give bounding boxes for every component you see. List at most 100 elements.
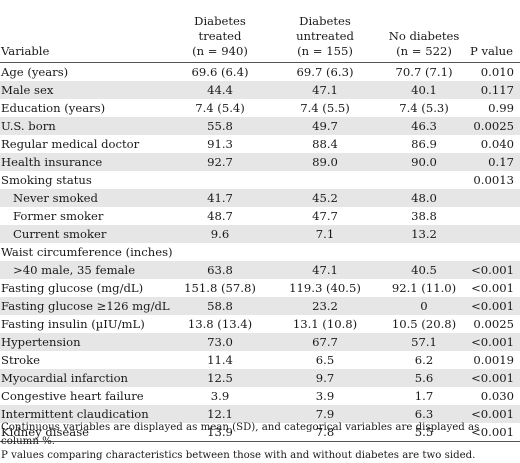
cell-diabetes-treated: 7.4 (5.4) — [195, 101, 245, 115]
table-row: Never smoked 41.7 45.2 48.0 — [0, 189, 520, 207]
header-diabetes-untreated-name: Diabetes untreated — [296, 14, 354, 43]
cell-diabetes-untreated: 47.1 — [270, 81, 380, 99]
cell-no-diabetes: 46.3 — [380, 117, 468, 135]
row-label: Hypertension — [0, 333, 170, 351]
header-diabetes-treated-name: Diabetes treated — [194, 14, 246, 43]
cell-diabetes-treated: 69.6 (6.4) — [191, 65, 249, 79]
cell-diabetes-treated: 12.5 — [170, 369, 270, 387]
cell-p-value: 0.010 — [480, 65, 514, 79]
cell-diabetes-treated: 55.8 — [170, 117, 270, 135]
cell-diabetes-treated: 92.7 — [170, 153, 270, 171]
cell-diabetes-treated: 63.8 — [170, 261, 270, 279]
cell-diabetes-treated: 13.9 — [170, 423, 270, 442]
header-diabetes-untreated: Diabetes untreated (n = 155) — [270, 14, 380, 63]
cell-p-value: 0.17 — [468, 153, 520, 171]
row-label: Congestive heart failure — [1, 389, 144, 403]
cell-p-value: 0.117 — [468, 81, 520, 99]
cell-diabetes-treated: 9.6 — [170, 225, 270, 243]
cell-p-value: <0.001 — [468, 261, 520, 279]
row-label: Fasting glucose ≥126 mg/dL — [0, 297, 170, 315]
cell-p-value: 0.99 — [488, 101, 514, 115]
cell-diabetes-treated: 73.0 — [170, 333, 270, 351]
cell-no-diabetes — [380, 243, 468, 261]
header-no-diabetes: No diabetes (n = 522) — [380, 14, 468, 63]
cell-diabetes-untreated: 69.7 (6.3) — [296, 65, 354, 79]
cell-no-diabetes: 40.5 — [380, 261, 468, 279]
table-footnote: Continuous variables are displayed as me… — [1, 421, 519, 463]
header-diabetes-treated: Diabetes treated (n = 940) — [170, 14, 270, 63]
cell-no-diabetes: 6.3 — [380, 405, 468, 423]
table-row: Current smoker 9.6 7.1 13.2 — [0, 225, 520, 243]
table-row: Health insurance 92.7 89.0 90.0 0.17 — [0, 153, 520, 171]
cell-p-value: <0.001 — [468, 405, 520, 423]
cell-diabetes-untreated: 23.2 — [270, 297, 380, 315]
row-label: Former smoker — [13, 209, 104, 223]
cell-no-diabetes: 13.2 — [380, 225, 468, 243]
row-label: Kidney disease — [0, 423, 170, 442]
row-label: Male sex — [0, 81, 170, 99]
cell-p-value: <0.001 — [468, 333, 520, 351]
table-row: Waist circumference (inches) — [0, 243, 520, 261]
cell-diabetes-untreated: 9.7 — [270, 369, 380, 387]
cell-p-value: <0.001 — [468, 297, 520, 315]
cell-diabetes-treated: 11.4 — [207, 353, 233, 367]
table-row: Fasting glucose ≥126 mg/dL 58.8 23.2 0 <0.00… — [0, 297, 520, 315]
cell-diabetes-treated — [170, 243, 270, 261]
header-p-value: P value — [468, 14, 520, 63]
cell-diabetes-untreated: 3.9 — [315, 389, 335, 403]
cell-diabetes-treated: 12.1 — [170, 405, 270, 423]
cell-no-diabetes: 70.7 (7.1) — [395, 65, 453, 79]
cell-no-diabetes: 40.1 — [380, 81, 468, 99]
cell-p-value: <0.001 — [468, 369, 520, 387]
table-row: Regular medical doctor 91.3 88.4 86.9 0.040 — [0, 135, 520, 153]
header-diabetes-untreated-n: (n = 155) — [297, 44, 353, 58]
row-label: U.S. born — [0, 117, 170, 135]
table-row: Fasting glucose (mg/dL) 151.8 (57.8) 119.3… — [0, 279, 520, 297]
cell-diabetes-treated: 41.7 — [170, 189, 270, 207]
cell-no-diabetes: 0 — [380, 297, 468, 315]
table-row: Former smoker 48.7 47.7 38.8 — [0, 207, 520, 225]
cell-p-value: <0.001 — [468, 423, 520, 442]
cell-no-diabetes: 86.9 — [411, 137, 437, 151]
row-label: Health insurance — [0, 153, 170, 171]
header-no-diabetes-n: (n = 522) — [396, 44, 452, 58]
row-label: Fasting glucose (mg/dL) — [1, 281, 144, 295]
cell-no-diabetes: 7.4 (5.3) — [399, 101, 449, 115]
table-row: Myocardial infarction 12.5 9.7 5.6 <0.001 — [0, 369, 520, 387]
cell-no-diabetes: 57.1 — [380, 333, 468, 351]
row-label: Age (years) — [1, 65, 69, 79]
cell-diabetes-untreated: 88.4 — [312, 137, 338, 151]
header-diabetes-treated-n: (n = 940) — [192, 44, 248, 58]
cell-p-value — [468, 225, 520, 243]
cell-diabetes-untreated: 7.1 — [270, 225, 380, 243]
table-body: Age (years) 69.6 (6.4) 69.7 (6.3) 70.7 (7.1… — [0, 63, 520, 442]
cell-diabetes-treated: 58.8 — [170, 297, 270, 315]
row-label: Waist circumference (inches) — [1, 245, 173, 259]
cell-diabetes-treated: 13.8 (13.4) — [187, 317, 253, 331]
cell-diabetes-untreated: 7.9 — [270, 405, 380, 423]
cell-p-value: 0.0025 — [473, 317, 514, 331]
cell-diabetes-treated: 3.9 — [210, 389, 230, 403]
row-label: Current smoker — [0, 225, 170, 243]
cell-no-diabetes: 5.5 — [380, 423, 468, 442]
table-row: U.S. born 55.8 49.7 46.3 0.0025 — [0, 117, 520, 135]
cell-diabetes-treated: 48.7 — [207, 209, 233, 223]
cell-diabetes-treated: 151.8 (57.8) — [184, 281, 256, 295]
row-label: Regular medical doctor — [1, 137, 140, 151]
row-label: Intermittent claudication — [0, 405, 170, 423]
characteristics-table: Variable Diabetes treated (n = 940) Diab… — [0, 14, 520, 442]
header-no-diabetes-name: No diabetes — [388, 29, 460, 43]
cell-p-value: 0.030 — [480, 389, 514, 403]
table-row: Intermittent claudication 12.1 7.9 6.3 <0.00… — [0, 405, 520, 423]
table-row: Fasting insulin (µIU/mL) 13.8 (13.4) 13.1 … — [0, 315, 520, 333]
cell-diabetes-treated: 44.4 — [170, 81, 270, 99]
row-label: Education (years) — [1, 101, 106, 115]
table-row: Age (years) 69.6 (6.4) 69.7 (6.3) 70.7 (7.1… — [0, 63, 520, 82]
cell-diabetes-untreated: 47.7 — [312, 209, 338, 223]
footnote-line-1: Continuous variables are displayed as me… — [1, 422, 480, 447]
cell-diabetes-untreated: 119.3 (40.5) — [289, 281, 361, 295]
cell-no-diabetes: 38.8 — [411, 209, 437, 223]
cell-no-diabetes: 10.5 (20.8) — [391, 317, 457, 331]
table-row: Education (years) 7.4 (5.4) 7.4 (5.5) 7.4 (… — [0, 99, 520, 117]
